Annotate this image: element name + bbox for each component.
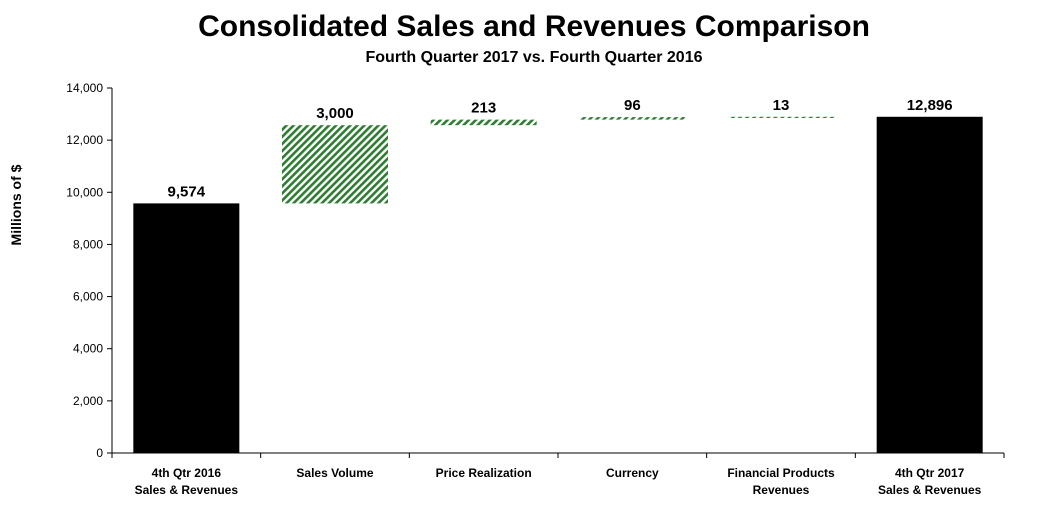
data-label: 13: [773, 97, 790, 114]
data-label: 96: [624, 97, 641, 114]
total-bar: [133, 203, 240, 453]
increase-bar: [282, 125, 388, 204]
y-tick-label: 2,000: [73, 394, 103, 408]
x-category-label: 4th Qtr 2017 Sales & Revenues: [878, 466, 982, 497]
y-tick-label: 4,000: [73, 342, 103, 356]
data-label: 9,574: [168, 183, 206, 200]
increase-bar: [728, 116, 834, 118]
increase-bar: [579, 117, 686, 120]
x-category-label: Currency: [606, 466, 659, 480]
y-tick-label: 0: [96, 446, 103, 460]
data-labels: 9,574 3,000 213 96 13 12,896: [168, 97, 953, 201]
x-category-label: 4th Qtr 2016 Sales & Revenues: [135, 466, 239, 497]
y-axis-label: Millions of $: [8, 164, 24, 245]
y-tick-label: 6,000: [73, 290, 103, 304]
x-category-label: Financial Products Revenues: [727, 466, 835, 497]
data-label: 12,896: [907, 97, 953, 114]
y-tick-label: 8,000: [73, 237, 103, 251]
increase-bar: [430, 119, 537, 126]
y-tick-label: 14,000: [66, 81, 103, 95]
data-label: 3,000: [316, 105, 354, 122]
y-tick-label: 10,000: [66, 185, 103, 199]
y-tick-label: 12,000: [66, 133, 103, 147]
bars: [133, 116, 983, 453]
axes: 0 2,000 4,000 6,000 8,000 10,000 12,000 14,000 4…: [66, 81, 1005, 497]
chart-subtitle: Fourth Quarter 2017 vs. Fourth Quarter 2…: [366, 49, 703, 66]
total-bar: [876, 116, 983, 453]
x-category-label: Sales Volume: [296, 466, 373, 480]
chart-title: Consolidated Sales and Revenues Comparis…: [198, 10, 870, 43]
x-category-label: Price Realization: [436, 466, 532, 480]
data-label: 213: [471, 100, 496, 117]
